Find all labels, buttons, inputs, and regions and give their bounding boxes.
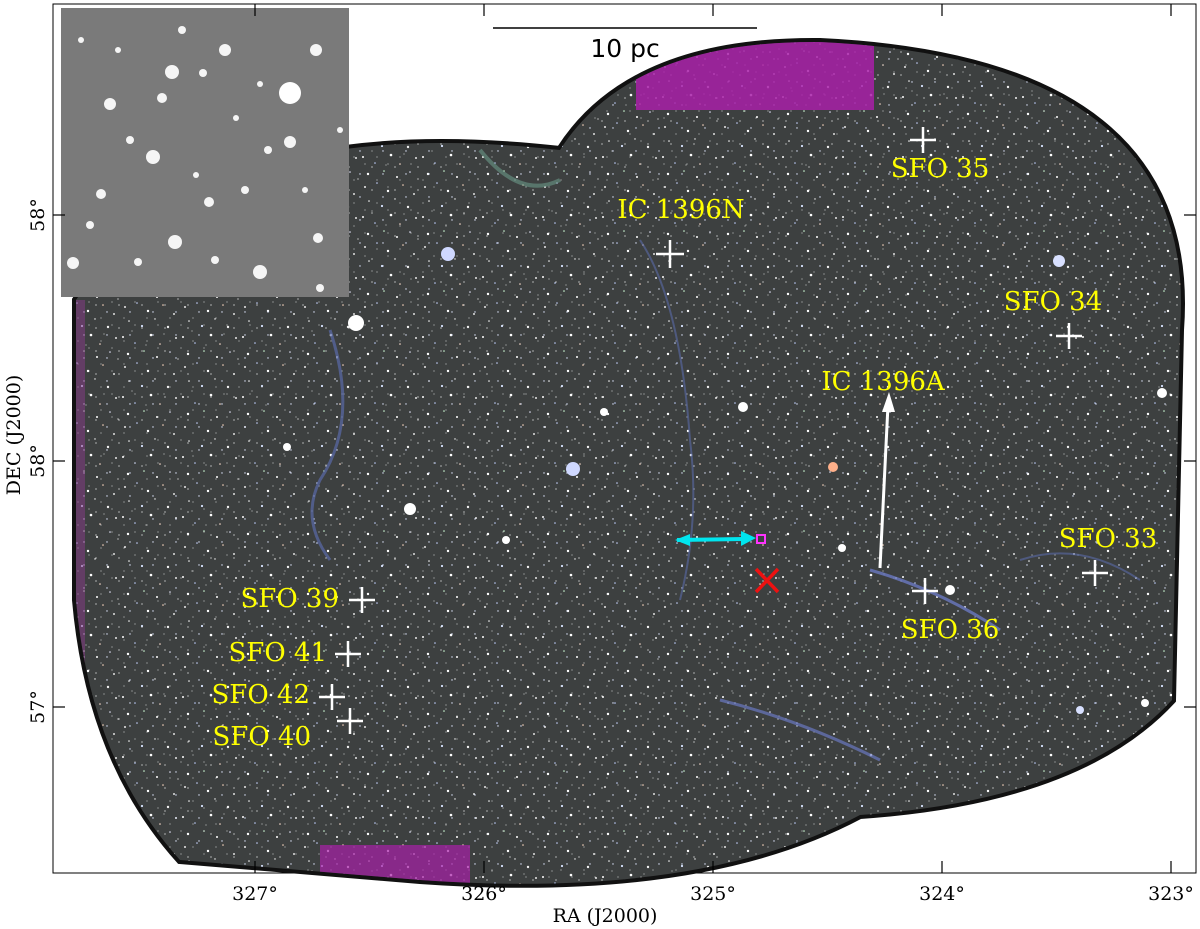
marker-ic-1396n	[656, 240, 684, 268]
y-axis-title: DEC (J2000)	[3, 375, 25, 495]
marker-sfo-35	[910, 127, 936, 153]
y-tick-labels: 58° 58° 57°	[27, 198, 49, 724]
marker-sfo-42	[319, 684, 345, 710]
x-tick-labels: 327° 326° 325° 324° 323°	[232, 883, 1194, 905]
label-sfo-34: SFO 34	[1004, 287, 1103, 317]
magenta-box	[756, 534, 766, 544]
label-sfo-35: SFO 35	[891, 154, 990, 184]
x-tick-label: 324°	[919, 883, 965, 905]
x-tick-label: 327°	[232, 883, 278, 905]
y-axis-ticks	[53, 214, 1196, 708]
label-sfo-33: SFO 33	[1059, 524, 1158, 554]
marker-sfo-36	[912, 578, 938, 604]
x-axis-ticks	[254, 4, 1172, 873]
x-tick-label: 323°	[1148, 883, 1194, 905]
label-sfo-39: SFO 39	[240, 584, 339, 614]
cyan-arrow	[675, 531, 756, 546]
scale-bar-label: 10 pc	[590, 34, 659, 63]
region-markers	[319, 127, 1108, 734]
label-sfo-42: SFO 42	[211, 680, 310, 710]
marker-sfo-34	[1056, 323, 1082, 349]
marker-sfo-33	[1082, 560, 1108, 586]
y-tick-label: 58°	[27, 444, 49, 478]
label-ic-1396a: IC 1396A	[821, 367, 946, 397]
x-axis-title: RA (J2000)	[553, 905, 658, 927]
label-sfo-41: SFO 41	[228, 638, 327, 668]
region-labels: SFO 35 IC 1396N SFO 34 IC 1396A SFO 33 S…	[211, 154, 1157, 752]
y-tick-label: 58°	[27, 198, 49, 232]
x-tick-label: 325°	[690, 883, 736, 905]
marker-sfo-39	[349, 587, 375, 613]
y-tick-label: 57°	[27, 690, 49, 724]
inset-image	[61, 8, 349, 297]
label-sfo-40: SFO 40	[212, 722, 311, 752]
label-ic-1396n: IC 1396N	[617, 195, 744, 225]
marker-sfo-41	[335, 641, 361, 667]
dark-filament	[310, 329, 345, 561]
scale-bar: 10 pc	[493, 27, 757, 63]
x-tick-label: 326°	[461, 883, 507, 905]
marker-sfo-40	[337, 708, 363, 734]
label-sfo-36: SFO 36	[901, 615, 1000, 645]
ic1396a-arrow	[878, 392, 895, 569]
red-x-marker	[754, 567, 780, 594]
